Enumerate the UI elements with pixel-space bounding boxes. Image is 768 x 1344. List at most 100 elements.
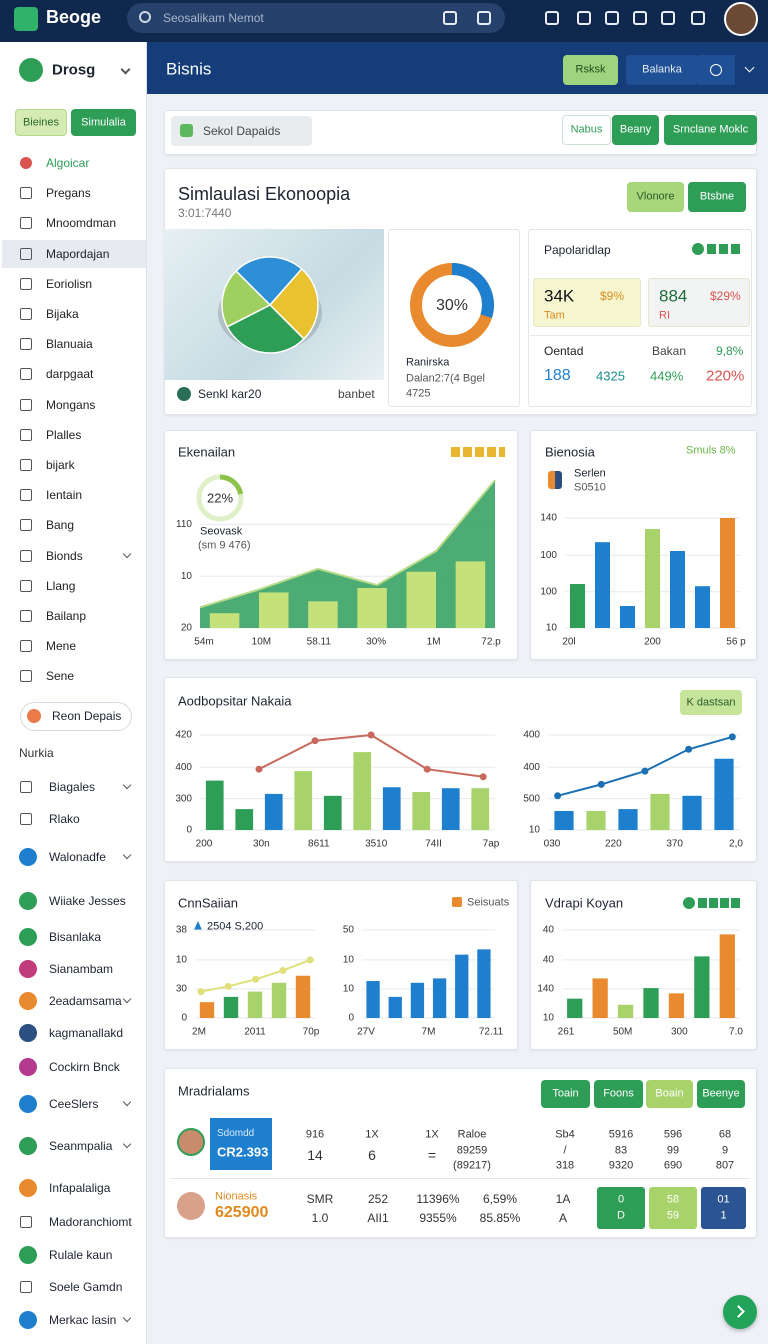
button-label[interactable]: Toain <box>552 1087 579 1100</box>
button-label[interactable]: Beenye <box>702 1087 740 1100</box>
button-label[interactable]: Btsbne <box>699 190 735 203</box>
stat-label: Tam <box>544 309 565 322</box>
sidebar-item[interactable]: Biagales <box>49 780 96 794</box>
button[interactable] <box>563 55 618 85</box>
sidebar-item[interactable]: CeeSlers <box>49 1097 99 1111</box>
tile-label[interactable]: 58 <box>666 1193 680 1206</box>
header-icon[interactable] <box>661 11 675 25</box>
row-name: Nionasis <box>215 1190 258 1203</box>
sidebar-item[interactable]: darpgaat <box>46 367 94 382</box>
header-icon[interactable] <box>477 11 491 25</box>
button[interactable] <box>626 55 698 85</box>
button-label[interactable]: Foons <box>603 1087 634 1100</box>
select[interactable] <box>171 116 312 146</box>
header-icon[interactable] <box>605 11 619 25</box>
header-icon[interactable] <box>633 11 647 25</box>
select-label[interactable]: Sekol Dapaids <box>203 124 281 138</box>
note: Dalan2:7(4 Bgel <box>406 372 485 385</box>
button[interactable] <box>71 109 136 136</box>
button[interactable] <box>680 690 742 715</box>
sidebar-item[interactable]: bijark <box>46 458 75 472</box>
sidebar-icon <box>20 549 32 562</box>
sidebar-item[interactable]: Infapalaliga <box>49 1181 111 1195</box>
note: 2504 S,200 <box>207 920 264 933</box>
button-label[interactable]: Reon Depais <box>52 709 122 723</box>
tile[interactable] <box>701 1187 746 1229</box>
button[interactable] <box>612 115 659 145</box>
button-label[interactable]: Srnclane Moklc <box>672 123 749 136</box>
cell: 9 <box>721 1144 729 1157</box>
sidebar-item[interactable]: Pregans <box>46 186 91 201</box>
button[interactable] <box>541 1080 590 1108</box>
note: 4725 <box>406 387 431 400</box>
tile-label[interactable]: 01 <box>717 1193 730 1206</box>
sidebar-item[interactable]: Merkac lasin <box>49 1313 117 1327</box>
button-label[interactable]: Balanka <box>642 63 682 76</box>
sidebar-item[interactable]: Bang <box>46 518 75 533</box>
sidebar-item[interactable]: Sene <box>46 669 75 684</box>
sidebar-item[interactable]: Eoriolisn <box>46 276 93 291</box>
tile-label[interactable]: 59 <box>666 1209 680 1222</box>
button[interactable] <box>697 1080 745 1108</box>
tile[interactable] <box>649 1187 697 1229</box>
sidebar-item[interactable]: Blanuaia <box>46 337 93 352</box>
button-label[interactable]: Rsksk <box>575 63 606 76</box>
avatar[interactable] <box>724 2 758 36</box>
sidebar-item[interactable]: 2eadamsama <box>49 994 122 1008</box>
sidebar-item[interactable]: Sianambam <box>49 962 114 976</box>
button[interactable] <box>15 109 67 136</box>
rating-stars <box>698 898 742 908</box>
sidebar-item[interactable]: Madoranchiomt <box>49 1215 132 1229</box>
sidebar-item[interactable]: Bionds <box>46 548 83 563</box>
sidebar-icon <box>20 398 32 411</box>
button[interactable] <box>688 182 746 212</box>
sidebar-item[interactable]: Mapordajan <box>46 246 110 261</box>
sidebar-item[interactable]: Soele Gamdn <box>49 1280 123 1294</box>
button[interactable] <box>664 115 757 145</box>
sidebar-item[interactable]: Plalles <box>46 427 82 442</box>
tile-label[interactable]: 0 <box>617 1193 625 1206</box>
sidebar-item[interactable]: Bisanlaka <box>49 930 102 944</box>
sidebar-item[interactable]: Rulale kaun <box>49 1248 113 1262</box>
sidebar-item[interactable]: Mongans <box>46 397 96 412</box>
sidebar-item[interactable]: Cockirn Bnck <box>49 1060 120 1074</box>
button-label[interactable]: Bieines <box>22 116 60 128</box>
header-icon[interactable] <box>443 11 457 25</box>
button-label[interactable]: Simulalia <box>81 116 126 128</box>
topbar-ring <box>710 64 722 76</box>
button-label[interactable]: Boain <box>655 1087 684 1100</box>
button-label[interactable]: Nabus <box>570 123 603 136</box>
sidebar-item[interactable]: Mnoomdman <box>46 216 117 231</box>
cell: AII1 <box>367 1211 389 1225</box>
sidebar-item[interactable]: Bailanp <box>46 609 87 623</box>
sidebar-item[interactable]: Llang <box>46 578 76 593</box>
header-icon[interactable] <box>545 11 559 25</box>
header-icon[interactable] <box>691 11 705 25</box>
button[interactable] <box>594 1080 643 1108</box>
header-icon[interactable] <box>577 11 591 25</box>
sidebar-item[interactable]: Ientain <box>46 488 83 503</box>
sidebar-item[interactable]: Bijaka <box>46 307 79 321</box>
button[interactable] <box>562 115 611 145</box>
stat-header: Oentad <box>544 344 584 358</box>
sidebar-item[interactable]: Algoicar <box>46 156 90 170</box>
sidebar-icon <box>19 1024 37 1042</box>
search-placeholder[interactable]: Seosalikam Nemot <box>163 11 264 25</box>
button-label[interactable]: K dastsan <box>686 696 736 708</box>
sidebar-item[interactable]: kagmanallakd <box>49 1026 124 1040</box>
button[interactable] <box>646 1080 693 1108</box>
sidebar-item[interactable]: Mene <box>46 639 77 654</box>
sidebar-icon <box>20 813 32 825</box>
tile[interactable] <box>597 1187 645 1229</box>
search-box[interactable] <box>127 3 505 33</box>
button[interactable] <box>627 182 684 212</box>
sidebar-item[interactable]: Rlako <box>49 812 80 826</box>
tile-label[interactable]: 1 <box>720 1209 727 1222</box>
sidebar-item[interactable]: Walonadfe <box>49 850 106 864</box>
sidebar-item[interactable]: Wiiake Jesses <box>49 894 126 908</box>
button-label[interactable]: Beany <box>619 123 652 136</box>
tile-label[interactable]: D <box>617 1209 625 1222</box>
fab[interactable] <box>723 1295 757 1329</box>
sidebar-item[interactable]: Seanmpalia <box>49 1139 113 1153</box>
button-label[interactable]: Vlonore <box>636 190 675 203</box>
